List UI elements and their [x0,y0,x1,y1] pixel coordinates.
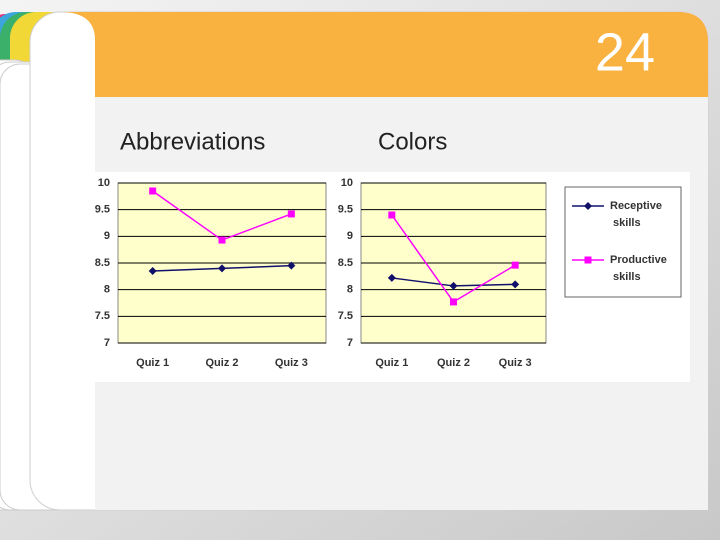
x-tick-label: Quiz 3 [275,357,308,369]
marker [287,210,295,218]
y-tick-label: 9 [347,230,353,242]
legend-label: Productive skills [610,254,667,283]
y-tick-label: 7.5 [338,310,353,322]
slide-number: 24 [595,22,655,82]
marker [449,281,458,290]
y-tick-label: 7 [347,337,353,349]
marker [388,211,396,219]
marker [218,236,226,244]
y-tick-label: 8.5 [338,257,353,269]
y-tick-label: 8.5 [95,257,110,269]
marker [149,187,157,195]
y-tick-label: 10 [341,177,353,189]
y-tick-label: 8 [104,284,110,296]
y-tick-label: 9 [104,230,110,242]
marker [218,264,226,273]
y-tick-label: 10 [98,177,110,189]
chart-title: Colors [378,128,447,155]
marker [584,202,592,210]
marker [287,261,296,270]
legend-label-line: skills [610,217,641,229]
marker [584,256,592,264]
y-tick-label: 9.5 [338,204,353,216]
y-tick-label: 9.5 [95,204,110,216]
x-tick-label: Quiz 1 [375,357,408,369]
y-tick-label: 7.5 [95,310,110,322]
x-tick-label: Quiz 2 [437,357,470,369]
header-bar [60,12,708,97]
x-tick-label: Quiz 3 [499,357,532,369]
legend-label-line: Receptive [610,200,662,212]
marker [511,280,520,289]
y-tick-label: 8 [347,284,353,296]
marker [450,298,457,306]
x-tick-label: Quiz 2 [205,357,238,369]
legend-label-line: Productive [610,254,667,266]
legend-label: Receptive skills [610,200,662,229]
x-tick-label: Quiz 1 [136,357,169,369]
marker [148,267,157,275]
legend-label-line: skills [610,271,641,283]
marker [511,261,519,269]
chart-title: Abbreviations [120,128,265,155]
y-tick-label: 7 [104,337,110,349]
marker [387,273,396,282]
